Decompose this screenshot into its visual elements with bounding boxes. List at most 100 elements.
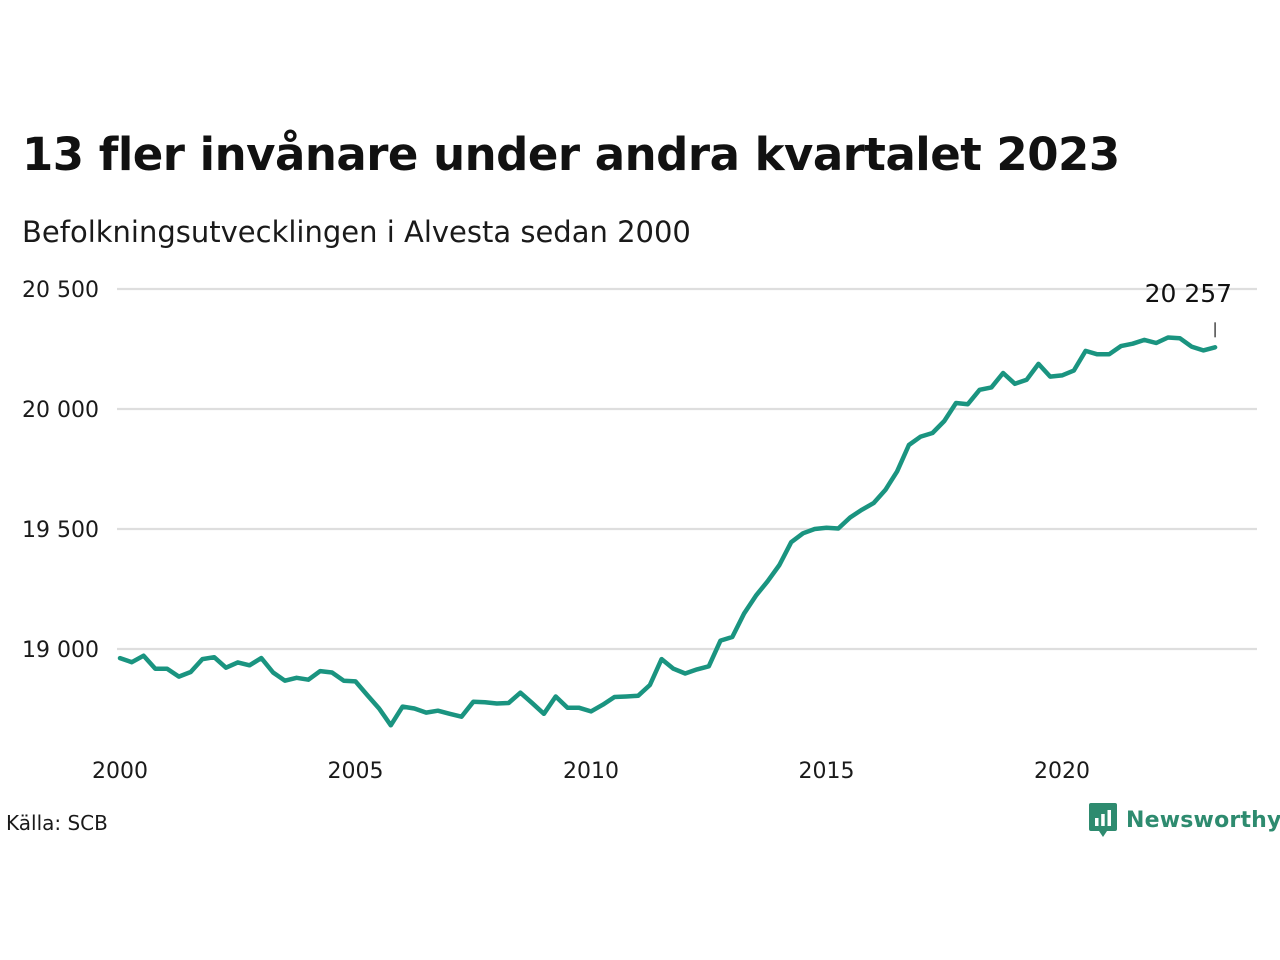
data-point <box>683 671 687 675</box>
data-point <box>624 694 628 698</box>
data-point <box>577 706 581 710</box>
x-tick-label: 2020 <box>1034 759 1090 784</box>
data-point <box>671 667 675 671</box>
data-point <box>1213 345 1217 349</box>
data-point <box>1095 352 1099 356</box>
data-point <box>236 660 240 664</box>
data-point <box>942 419 946 423</box>
data-point <box>342 679 346 683</box>
data-point <box>977 388 981 392</box>
data-point <box>424 710 428 714</box>
data-point <box>871 501 875 505</box>
data-point <box>377 706 381 710</box>
y-tick-label: 20 000 <box>22 398 99 423</box>
data-point <box>1154 341 1158 345</box>
data-point <box>824 526 828 530</box>
data-point <box>883 488 887 492</box>
data-point <box>141 654 145 658</box>
data-point <box>471 700 475 704</box>
data-point <box>601 703 605 707</box>
brand-name: Newsworthy <box>1126 807 1280 833</box>
data-point <box>177 674 181 678</box>
data-point <box>765 579 769 583</box>
newsworthy-logo-icon <box>1089 803 1117 837</box>
data-point <box>707 664 711 668</box>
data-point <box>1072 368 1076 372</box>
data-point <box>989 385 993 389</box>
data-point <box>495 701 499 705</box>
data-point <box>483 700 487 704</box>
chart-subtitle: Befolkningsutvecklingen i Alvesta sedan … <box>22 215 691 249</box>
data-point <box>1166 335 1170 339</box>
data-point <box>1201 348 1205 352</box>
data-point <box>954 401 958 405</box>
source-credit: Källa: SCB <box>6 811 108 835</box>
x-tick-label: 2010 <box>563 759 619 784</box>
data-point <box>1142 338 1146 342</box>
data-point <box>1083 349 1087 353</box>
brand-logo: Newsworthy <box>1088 802 1280 838</box>
data-point <box>1119 344 1123 348</box>
annotation-label: 20 257 <box>1145 279 1232 308</box>
data-point <box>848 515 852 519</box>
data-point <box>930 431 934 435</box>
data-point <box>130 660 134 664</box>
data-point <box>1107 352 1111 356</box>
y-tick-label: 19 000 <box>22 638 99 663</box>
x-tick-label: 2015 <box>799 759 855 784</box>
data-point <box>695 667 699 671</box>
data-point <box>730 635 734 639</box>
x-axis-tick-labels: 2000 2005 2010 2015 2020 <box>92 759 1090 784</box>
data-point <box>754 594 758 598</box>
data-point <box>1025 378 1029 382</box>
data-point <box>1048 374 1052 378</box>
data-point <box>648 683 652 687</box>
data-point <box>636 694 640 698</box>
data-point <box>813 527 817 531</box>
line-chart: 19 000 19 500 20 000 20 500 2000 2005 2010 201… <box>22 278 1257 784</box>
data-point <box>777 563 781 567</box>
data-point <box>1036 362 1040 366</box>
data-point <box>966 402 970 406</box>
annotation-layer: 20 257 <box>1145 279 1232 338</box>
data-point <box>212 655 216 659</box>
data-point <box>742 611 746 615</box>
data-point <box>1178 336 1182 340</box>
x-tick-label: 2000 <box>92 759 148 784</box>
data-point <box>259 656 263 660</box>
data-point <box>1060 373 1064 377</box>
data-point <box>436 709 440 713</box>
data-point <box>1013 382 1017 386</box>
x-tick-label: 2005 <box>328 759 384 784</box>
data-point <box>506 701 510 705</box>
data-point <box>412 706 416 710</box>
y-tick-label: 20 500 <box>22 278 99 303</box>
data-point <box>153 667 157 671</box>
data-point <box>789 540 793 544</box>
data-point <box>518 691 522 695</box>
data-point <box>318 669 322 673</box>
y-axis-tick-labels: 19 000 19 500 20 000 20 500 <box>22 278 99 663</box>
y-tick-label: 19 500 <box>22 518 99 543</box>
data-point <box>1189 344 1193 348</box>
data-point <box>836 526 840 530</box>
data-point <box>365 693 369 697</box>
data-point <box>189 670 193 674</box>
data-point <box>389 723 393 727</box>
data-point <box>718 638 722 642</box>
data-point <box>353 679 357 683</box>
data-point <box>247 663 251 667</box>
data-point <box>271 670 275 674</box>
data-point <box>200 657 204 661</box>
data-point <box>895 469 899 473</box>
data-point <box>612 695 616 699</box>
data-point <box>907 443 911 447</box>
data-point <box>306 678 310 682</box>
data-point <box>554 694 558 698</box>
data-point <box>542 712 546 716</box>
data-point <box>860 508 864 512</box>
data-point <box>589 709 593 713</box>
data-point <box>565 706 569 710</box>
data-point <box>1131 342 1135 346</box>
data-point <box>330 670 334 674</box>
